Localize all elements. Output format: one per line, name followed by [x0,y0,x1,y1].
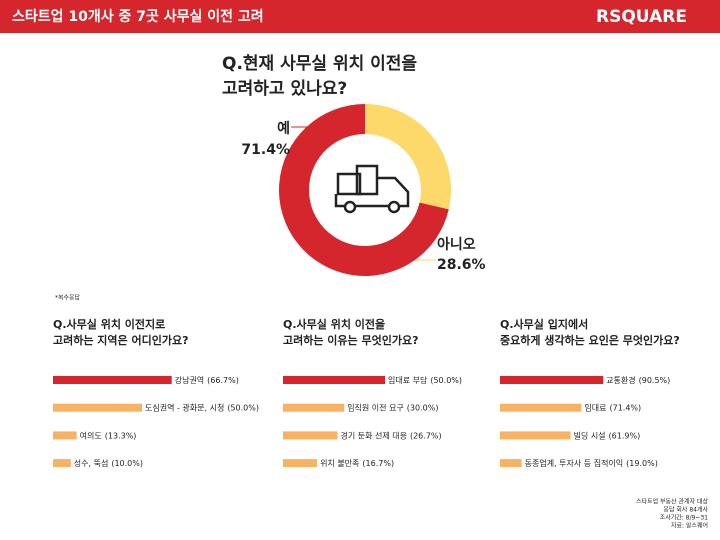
note: *복수응답 [55,295,81,302]
bar-label: 위치 불만족 (16.7%) [320,458,394,468]
bar [53,403,142,412]
bar [53,459,71,468]
bar-value-label: (30.0%) [407,403,439,412]
bar-category: 동종업계, 투자사 등 집적이익 [525,458,624,468]
bar-label: 교통환경 (90.5%) [606,375,670,385]
donut-category: 아니오 [437,236,476,253]
bar [283,459,318,468]
bar-value-label: (19.0%) [626,459,658,468]
bar [283,431,338,440]
bar-label: 여의도 (13.3%) [80,430,137,440]
bar-value-label: (26.7%) [410,431,442,440]
bar-category: 임직원 이전 요구 [347,402,404,412]
bar [500,403,582,412]
bar-value-label: (71.4%) [609,403,641,412]
source-line: 스타트업 부동산 관계자 대상 [636,498,708,506]
donut-value-label: 71.4% [241,142,290,158]
bar-value-label: (50.0%) [430,376,462,385]
bar-value-label: (13.3%) [105,431,137,440]
bar-label: 도심권역 - 광화문, 시청 (50.0%) [145,402,259,412]
bar-label: 임대료 부담 (50.0%) [388,375,462,385]
bar-category: 성수, 뚝섬 [74,458,109,468]
bar [500,376,604,384]
bar-category: 경기 둔화 선제 대응 [340,430,407,440]
bar-label: 동종업계, 투자사 등 집적이익 (19.0%) [525,458,658,468]
bar-category: 교통환경 [606,375,635,385]
source-line: 응답 회사 84개사 [663,506,708,514]
bar-category: 임대료 [584,403,606,412]
source-line: 자료: 알스퀘어 [671,522,708,530]
header-title: 스타트업 10개사 중 7곳 사무실 이전 고려 [12,8,264,25]
question: Q.사무실 위치 이전을 [283,317,385,331]
bar-category: 도심권역 - 광화문, 시청 [145,402,224,412]
brand-logo: RSQUARE [596,7,687,27]
bar-category: 여의도 [80,430,102,440]
question: 고려하는 이유는 무엇인가요? [283,333,418,347]
donut-value-label: 28.6% [437,257,486,273]
bar-value-label: (66.7%) [207,376,239,385]
donut-segment [365,104,452,210]
bar-value-label: (16.7%) [362,459,394,468]
bar-value-label: (90.5%) [639,376,671,385]
bar-label: 경기 둔화 선제 대응 (26.7%) [340,430,441,440]
bar-value-label: (10.0%) [111,459,143,468]
source-line: 조사기간: 8/9~31 [660,514,709,522]
bar-value-label: (61.9%) [609,431,641,440]
donut-category: 예 [277,121,290,137]
question: 고려하는 지역은 어디인가요? [53,333,188,347]
bar [283,403,345,412]
question: Q.현재 사무실 위치 이전을 [222,54,417,74]
question: Q.사무실 위치 이전지로 [53,317,165,331]
bar-category: 빌딩 시설 [574,430,606,440]
bar-label: 임직원 이전 요구 (30.0%) [347,402,438,412]
header-band [0,0,720,33]
donut-segment [279,104,449,276]
bar-category: 강남권역 [175,375,204,385]
question: 고려하고 있나요? [222,79,347,99]
bar-category: 임대료 부담 [388,375,428,385]
bar-label: 빌딩 시설 (61.9%) [574,430,641,440]
bar-value-label: (50.0%) [227,403,259,412]
question: Q.사무실 입지에서 [500,317,588,331]
bar-label: 성수, 뚝섬 (10.0%) [74,458,143,468]
bar-category: 위치 불만족 [320,458,359,468]
truck-icon [334,164,410,214]
bar-label: 강남권역 (66.7%) [175,375,239,385]
bar [283,376,385,384]
bar [53,431,77,440]
question: 중요하게 생각하는 요인은 무엇인가요? [500,333,680,347]
bar [500,431,571,440]
bar [500,459,522,468]
bar [53,376,172,384]
bar-label: 임대료 (71.4%) [584,403,641,412]
